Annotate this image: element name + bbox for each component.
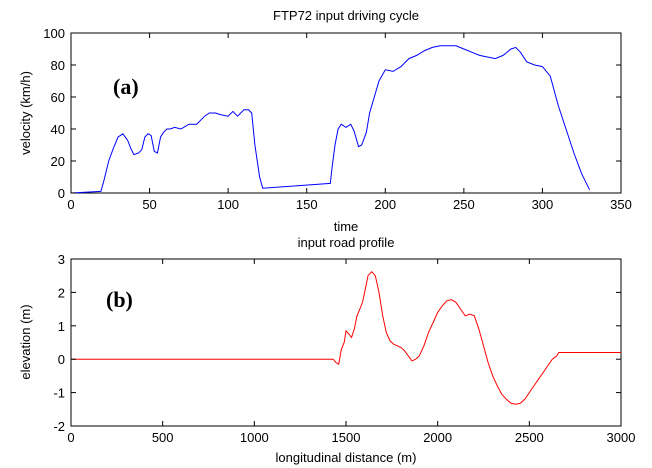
chart-a-marks: 0 50 100 150 200 250 300 350 0 20 40 60 80 100 <box>43 26 632 212</box>
chart-a-x-tick-label: 300 <box>532 197 554 212</box>
chart-b-title: input road profile <box>298 235 395 250</box>
chart-a-title: FTP72 input driving cycle <box>273 8 419 23</box>
chart-a-y-tick-label: 0 <box>58 186 65 201</box>
chart-a-y-tick-label: 40 <box>51 122 65 137</box>
chart-a-series-line-0 <box>70 45 591 194</box>
chart-b-x-tick-label: 0 <box>67 430 74 445</box>
chart-b-y-tick-label: 3 <box>58 252 65 267</box>
chart-b-plot-frame <box>70 258 622 427</box>
chart-a-plot-frame <box>70 32 622 194</box>
chart-b-xlabel: longitudinal distance (m) <box>276 450 417 465</box>
chart-b-ylabel: elevation (m) <box>18 304 33 379</box>
chart-a-xlabel: time <box>334 219 359 234</box>
chart-b-panel-label: (b) <box>106 287 133 312</box>
chart-b-y-tick-label: -2 <box>53 419 65 434</box>
chart-b-x-tick-label: 1500 <box>332 430 361 445</box>
chart-a-ylabel: velocity (km/h) <box>18 71 33 155</box>
chart-b-x-tick-label: 2500 <box>515 430 544 445</box>
chart-b-y-tick-label: 0 <box>58 352 65 367</box>
chart-b-series-line-0 <box>71 270 621 405</box>
chart-b-x-tick-label: 2000 <box>423 430 452 445</box>
chart-b-marks: 0 500 1000 1500 2000 2500 3000 -2 -1 0 1 2 3 <box>53 252 635 445</box>
chart-a-x-tick-label: 200 <box>374 197 396 212</box>
chart-b-y-tick-label: 2 <box>58 285 65 300</box>
chart-b-y-tick-label: -1 <box>53 386 65 401</box>
chart-a-y-tick-label: 20 <box>51 154 65 169</box>
chart-b-x-tick-label: 1000 <box>240 430 269 445</box>
chart-a-x-tick-label: 250 <box>453 197 475 212</box>
chart-a-y-tick-label: 60 <box>51 90 65 105</box>
chart-a: FTP72 input driving cycle 0 50 100 150 200 25… <box>18 8 632 234</box>
chart-a-x-tick-label: 0 <box>67 197 74 212</box>
chart-a-x-tick-label: 350 <box>610 197 632 212</box>
chart-b-x-tick-label: 3000 <box>607 430 636 445</box>
chart-b-y-tick-label: 1 <box>58 319 65 334</box>
chart-a-x-tick-label: 50 <box>142 197 156 212</box>
chart-a-x-tick-label: 100 <box>217 197 239 212</box>
chart-a-x-tick-label: 150 <box>296 197 318 212</box>
chart-a-panel-label: (a) <box>113 74 139 99</box>
chart-a-y-tick-label: 100 <box>43 26 65 41</box>
chart-b: input road profile 0 500 1000 1500 2000 2500 3… <box>18 235 635 465</box>
chart-b-x-tick-label: 500 <box>152 430 174 445</box>
chart-a-y-tick-label: 80 <box>51 58 65 73</box>
